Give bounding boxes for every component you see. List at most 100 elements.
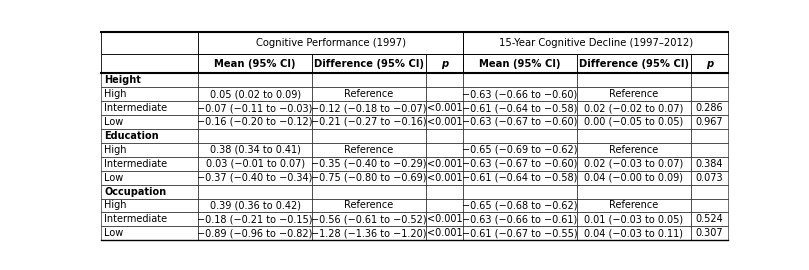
Bar	[198, 54, 312, 73]
Text: −0.63 (−0.66 to −0.61): −0.63 (−0.66 to −0.61)	[463, 214, 578, 224]
Bar	[464, 129, 577, 143]
Bar	[312, 198, 426, 212]
Bar	[312, 129, 426, 143]
Bar	[464, 54, 577, 73]
Bar	[312, 212, 426, 226]
Bar	[691, 87, 728, 101]
Text: <0.001: <0.001	[426, 173, 462, 183]
Bar	[426, 143, 464, 157]
Text: Intermediate: Intermediate	[104, 214, 167, 224]
Text: −0.65 (−0.69 to −0.62): −0.65 (−0.69 to −0.62)	[462, 145, 578, 155]
Bar	[464, 198, 577, 212]
Bar	[691, 115, 728, 129]
Bar	[101, 157, 198, 171]
Bar	[426, 115, 464, 129]
Text: Reference: Reference	[609, 145, 659, 155]
Bar	[101, 185, 198, 198]
Bar	[464, 32, 728, 54]
Bar	[691, 226, 728, 240]
Bar	[577, 87, 691, 101]
Text: Reference: Reference	[609, 89, 659, 99]
Bar	[101, 143, 198, 157]
Bar	[464, 101, 577, 115]
Text: −0.61 (−0.64 to −0.58): −0.61 (−0.64 to −0.58)	[463, 173, 578, 183]
Bar	[101, 226, 198, 240]
Bar	[101, 101, 198, 115]
Bar	[312, 73, 426, 87]
Text: Reference: Reference	[609, 201, 659, 211]
Bar	[691, 73, 728, 87]
Text: −0.37 (−0.40 to −0.34): −0.37 (−0.40 to −0.34)	[197, 173, 313, 183]
Text: −0.61 (−0.64 to −0.58): −0.61 (−0.64 to −0.58)	[463, 103, 578, 113]
Bar	[101, 212, 198, 226]
Text: Reference: Reference	[345, 201, 393, 211]
Text: 0.524: 0.524	[696, 214, 723, 224]
Bar	[426, 226, 464, 240]
Text: 0.38 (0.34 to 0.41): 0.38 (0.34 to 0.41)	[210, 145, 301, 155]
Bar	[577, 226, 691, 240]
Bar	[101, 73, 198, 87]
Bar	[198, 143, 312, 157]
Bar	[198, 171, 312, 185]
Text: p: p	[705, 59, 713, 69]
Text: −0.61 (−0.67 to −0.55): −0.61 (−0.67 to −0.55)	[462, 228, 578, 238]
Bar	[577, 115, 691, 129]
Bar	[426, 198, 464, 212]
Bar	[426, 185, 464, 198]
Bar	[198, 212, 312, 226]
Bar	[312, 143, 426, 157]
Bar	[198, 32, 464, 54]
Bar	[312, 157, 426, 171]
Bar	[577, 198, 691, 212]
Text: Height: Height	[104, 75, 141, 85]
Bar	[312, 226, 426, 240]
Text: <0.001: <0.001	[426, 214, 462, 224]
Bar	[198, 129, 312, 143]
Bar	[426, 101, 464, 115]
Bar	[464, 226, 577, 240]
Text: <0.001: <0.001	[426, 228, 462, 238]
Text: <0.001: <0.001	[426, 103, 462, 113]
Text: 0.39 (0.36 to 0.42): 0.39 (0.36 to 0.42)	[210, 201, 301, 211]
Text: Reference: Reference	[345, 145, 393, 155]
Bar	[198, 101, 312, 115]
Bar	[101, 129, 198, 143]
Bar	[691, 198, 728, 212]
Text: Intermediate: Intermediate	[104, 159, 167, 169]
Bar	[464, 87, 577, 101]
Bar	[426, 73, 464, 87]
Text: −0.35 (−0.40 to −0.29): −0.35 (−0.40 to −0.29)	[311, 159, 426, 169]
Bar	[101, 198, 198, 212]
Bar	[198, 115, 312, 129]
Text: 0.967: 0.967	[696, 117, 723, 127]
Bar	[198, 157, 312, 171]
Bar	[101, 87, 198, 101]
Text: −0.75 (−0.80 to −0.69): −0.75 (−0.80 to −0.69)	[311, 173, 426, 183]
Bar	[691, 157, 728, 171]
Text: 0.073: 0.073	[696, 173, 723, 183]
Bar	[577, 157, 691, 171]
Text: Intermediate: Intermediate	[104, 103, 167, 113]
Text: High: High	[104, 145, 127, 155]
Text: 0.00 (−0.05 to 0.05): 0.00 (−0.05 to 0.05)	[584, 117, 684, 127]
Text: 15-Year Cognitive Decline (1997–2012): 15-Year Cognitive Decline (1997–2012)	[498, 38, 693, 48]
Bar	[577, 129, 691, 143]
Bar	[464, 185, 577, 198]
Text: −0.07 (−0.11 to −0.03): −0.07 (−0.11 to −0.03)	[197, 103, 313, 113]
Text: 0.04 (−0.03 to 0.11): 0.04 (−0.03 to 0.11)	[584, 228, 684, 238]
Text: −0.63 (−0.66 to −0.60): −0.63 (−0.66 to −0.60)	[463, 89, 578, 99]
Bar	[691, 143, 728, 157]
Text: −0.16 (−0.20 to −0.12): −0.16 (−0.20 to −0.12)	[197, 117, 313, 127]
Bar	[198, 185, 312, 198]
Text: Low: Low	[104, 228, 124, 238]
Text: Occupation: Occupation	[104, 187, 167, 197]
Bar	[464, 143, 577, 157]
Bar	[464, 171, 577, 185]
Bar	[312, 54, 426, 73]
Bar	[101, 171, 198, 185]
Text: −0.63 (−0.67 to −0.60): −0.63 (−0.67 to −0.60)	[463, 159, 578, 169]
Bar	[691, 171, 728, 185]
Bar	[312, 185, 426, 198]
Text: Education: Education	[104, 131, 159, 141]
Bar	[426, 87, 464, 101]
